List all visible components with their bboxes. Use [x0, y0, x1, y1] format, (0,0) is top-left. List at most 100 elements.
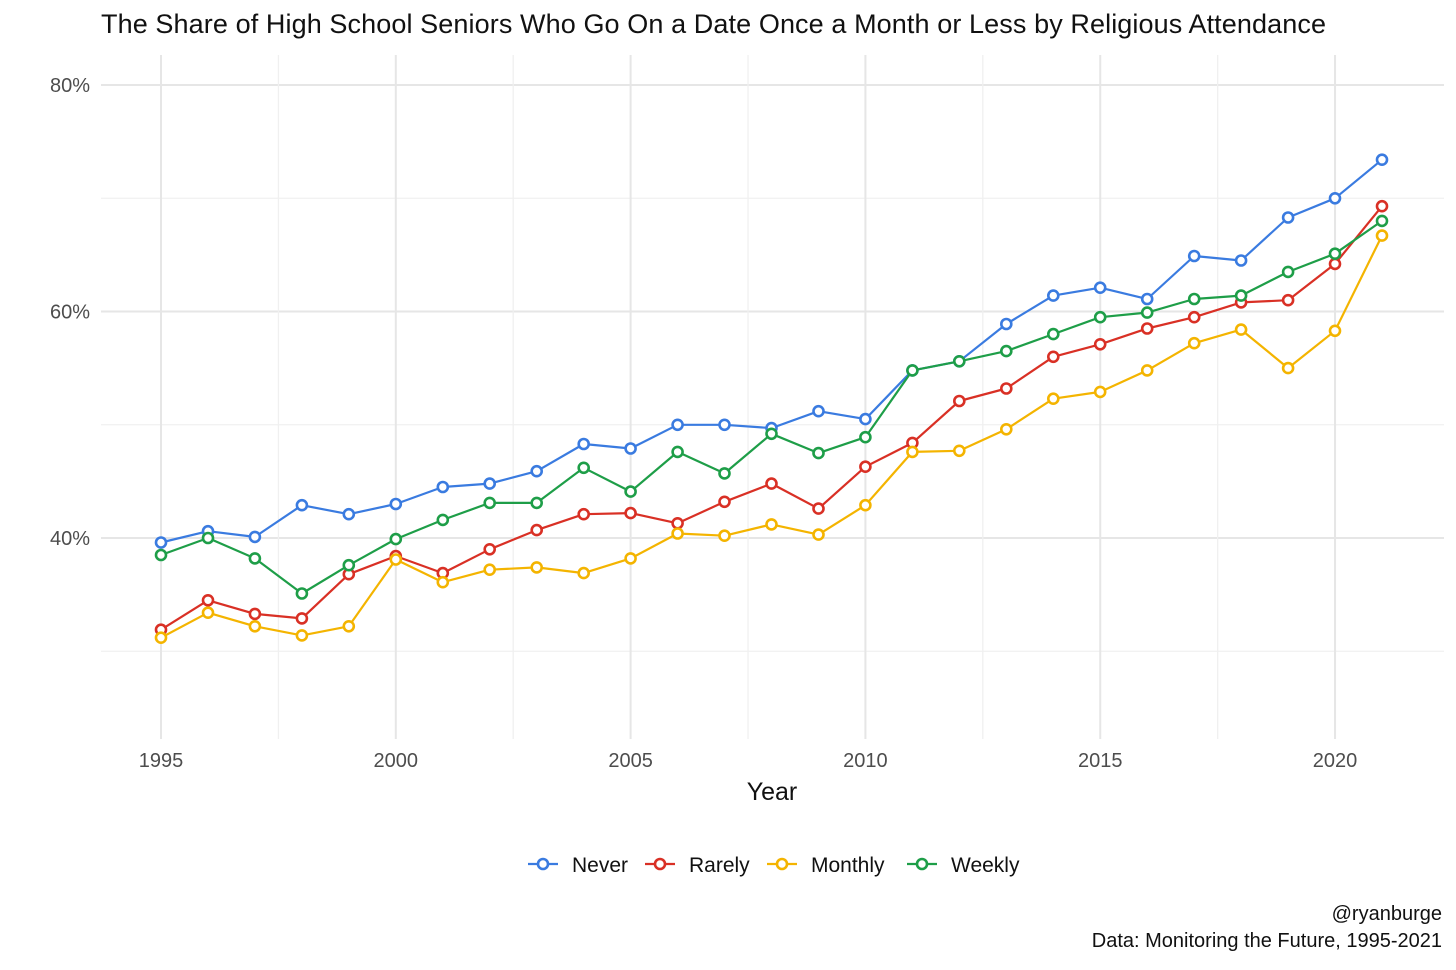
data-point-weekly: [1093, 310, 1107, 324]
legend-key-point: [653, 857, 667, 871]
data-point-never: [248, 530, 262, 544]
data-point-weekly: [718, 467, 731, 480]
data-point-weekly: [1234, 289, 1248, 302]
data-point-monthly: [483, 563, 497, 577]
data-point-rarely: [765, 477, 778, 490]
x-tick-label: 2010: [843, 750, 888, 772]
data-point-weekly: [295, 587, 309, 600]
data-point-weekly: [1281, 265, 1295, 279]
data-point-rarely: [1281, 293, 1295, 307]
data-point-never: [1328, 192, 1342, 205]
data-point-monthly: [1328, 324, 1342, 338]
data-point-monthly: [248, 619, 262, 633]
chart-title: The Share of High School Seniors Who Go …: [101, 9, 1327, 39]
data-point-rarely: [999, 382, 1013, 395]
data-point-rarely: [248, 607, 262, 621]
data-point-weekly: [389, 532, 403, 546]
data-point-monthly: [1093, 385, 1107, 399]
legend-item-monthly: Monthly: [767, 854, 885, 877]
data-point-never: [483, 477, 497, 490]
data-point-weekly: [154, 548, 168, 562]
data-point-weekly: [624, 485, 637, 498]
data-point-weekly: [530, 496, 544, 510]
data-point-weekly: [1047, 327, 1060, 341]
data-point-weekly: [1328, 247, 1342, 260]
data-point-monthly: [765, 518, 778, 531]
data-point-rarely: [530, 523, 544, 537]
legend: Never Rarely Monthly Weekly: [528, 854, 1020, 877]
data-point-monthly: [718, 529, 731, 543]
data-point-weekly: [436, 513, 450, 527]
data-point-monthly: [201, 606, 215, 620]
legend-item-never: Never: [528, 854, 628, 877]
data-point-monthly: [999, 422, 1013, 436]
data-point-weekly: [248, 552, 262, 565]
data-point-never: [671, 418, 684, 432]
data-point-rarely: [1187, 310, 1201, 324]
data-point-never: [342, 507, 356, 521]
x-axis-title: Year: [747, 778, 798, 806]
data-point-monthly: [906, 445, 919, 459]
data-point-monthly: [295, 629, 309, 642]
data-point-rarely: [718, 495, 731, 509]
data-point-rarely: [483, 542, 497, 556]
data-point-never: [530, 464, 544, 478]
x-tick-label: 2005: [608, 750, 653, 772]
data-point-never: [1187, 249, 1201, 263]
legend-item-weekly: Weekly: [907, 854, 1020, 877]
data-point-never: [718, 418, 731, 432]
data-point-never: [295, 498, 309, 512]
data-point-never: [1093, 281, 1107, 295]
data-point-never: [577, 437, 591, 451]
x-tick-label: 2015: [1078, 750, 1123, 772]
data-point-weekly: [483, 496, 497, 510]
data-point-never: [1234, 254, 1248, 267]
data-point-rarely: [1047, 350, 1060, 364]
legend-item-rarely: Rarely: [645, 854, 750, 877]
legend-key-point: [915, 857, 929, 871]
data-point-monthly: [1187, 336, 1201, 350]
data-point-monthly: [154, 631, 168, 645]
data-point-never: [1375, 153, 1389, 166]
data-point-rarely: [1328, 257, 1342, 271]
data-point-never: [1281, 211, 1295, 224]
data-point-weekly: [765, 427, 778, 441]
data-point-never: [1047, 289, 1060, 302]
data-point-never: [812, 404, 825, 418]
data-point-rarely: [859, 460, 872, 474]
data-point-rarely: [1093, 337, 1107, 351]
legend-label: Never: [572, 854, 628, 877]
data-point-rarely: [952, 394, 966, 408]
legend-key-point: [775, 857, 789, 871]
data-point-monthly: [342, 619, 356, 633]
data-point-never: [859, 412, 872, 426]
data-point-never: [999, 317, 1013, 331]
x-tick-label: 2020: [1313, 750, 1358, 772]
data-point-monthly: [1281, 361, 1295, 375]
axis-layer: 40% 60% 80% 1995 2000 2005 2010 2015 2020: [50, 75, 1357, 772]
data-point-weekly: [577, 461, 591, 475]
legend-label: Monthly: [811, 854, 885, 877]
data-point-monthly: [530, 561, 544, 574]
data-point-rarely: [295, 612, 309, 625]
data-point-weekly: [1187, 292, 1201, 306]
data-point-never: [154, 536, 168, 549]
data-point-monthly: [812, 528, 825, 541]
data-point-rarely: [812, 502, 825, 515]
x-tick-label: 1995: [139, 750, 184, 772]
data-point-monthly: [859, 498, 872, 512]
data-point-monthly: [1234, 323, 1248, 336]
data-point-monthly: [1140, 364, 1154, 377]
y-tick-label: 40%: [50, 528, 90, 550]
data-point-never: [389, 497, 403, 511]
data-point-rarely: [201, 593, 215, 607]
data-point-monthly: [577, 566, 591, 580]
y-tick-label: 60%: [50, 302, 90, 324]
data-point-weekly: [201, 531, 215, 545]
legend-key-point: [536, 857, 550, 871]
series-weekly: [154, 214, 1389, 600]
series-monthly: [154, 229, 1389, 645]
x-tick-label: 2000: [374, 750, 419, 772]
data-point-monthly: [624, 552, 637, 565]
